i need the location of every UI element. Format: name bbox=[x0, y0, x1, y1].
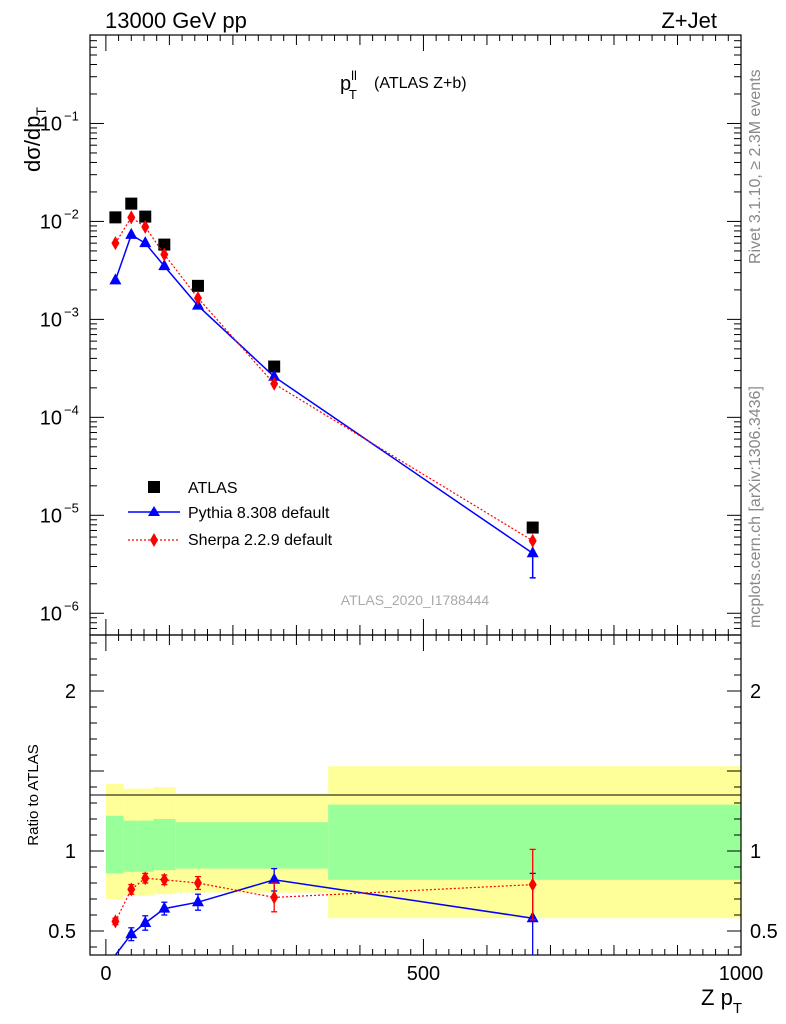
ratio-y-tick-label: 2 bbox=[65, 681, 76, 703]
x-tick-label: 1000 bbox=[719, 963, 764, 985]
ratio-data-point bbox=[193, 876, 202, 890]
main-series-layer bbox=[109, 197, 539, 579]
x-tick-label: 0 bbox=[100, 963, 111, 985]
data-point bbox=[139, 236, 152, 248]
y-tick-exponent: −3 bbox=[64, 304, 79, 319]
data-point bbox=[526, 546, 539, 558]
ratio-y-tick-label: 0.5 bbox=[48, 921, 76, 943]
data-point bbox=[268, 360, 281, 373]
y-tick-base: 10 bbox=[40, 407, 62, 429]
legend-entry-sherpa: Sherpa 2.2.9 default bbox=[128, 532, 333, 549]
data-point bbox=[268, 369, 281, 381]
main-y-label: dσ/dpT bbox=[20, 107, 49, 172]
y-tick-exponent: −6 bbox=[64, 598, 79, 613]
main-y-minor-ticks bbox=[90, 34, 741, 636]
ratio-bands bbox=[105, 766, 741, 919]
plot-title: pll T bbox=[340, 68, 357, 102]
ratio-data-point bbox=[268, 872, 281, 884]
legend-sherpa-marker bbox=[150, 533, 158, 547]
data-point bbox=[141, 219, 150, 234]
x-tick-label: 500 bbox=[407, 963, 440, 985]
legend-entry-pythia: Pythia 8.308 default bbox=[128, 505, 330, 522]
data-point bbox=[158, 238, 171, 251]
legend-atlas-label: ATLAS bbox=[188, 480, 238, 497]
ratio-data-point bbox=[139, 916, 152, 927]
data-point bbox=[270, 376, 279, 391]
y-tick-label: 10 bbox=[40, 113, 62, 135]
mcplots-label: mcplots.cern.ch [arXiv:1306.3436] bbox=[747, 386, 764, 628]
legend-sherpa-label: Sherpa 2.2.9 default bbox=[188, 532, 333, 549]
data-point bbox=[158, 259, 171, 271]
ratio-data-point bbox=[111, 914, 120, 929]
ratio-y-tick-label-right: 1 bbox=[750, 841, 761, 863]
analysis-watermark: ATLAS_2020_I1788444 bbox=[341, 592, 490, 608]
data-point bbox=[109, 273, 122, 285]
legend: ATLAS Pythia 8.308 default Sherpa 2.2.9 … bbox=[128, 480, 333, 549]
data-point bbox=[127, 210, 136, 225]
ratio-data-point bbox=[191, 895, 204, 907]
data-point bbox=[125, 197, 138, 210]
y-tick-exponent: −2 bbox=[64, 206, 79, 221]
data-point bbox=[125, 227, 138, 239]
ratio-y-label: Ratio to ATLAS bbox=[25, 744, 42, 845]
band-inner bbox=[226, 822, 329, 869]
legend-pythia-label: Pythia 8.308 default bbox=[188, 505, 330, 522]
data-point bbox=[109, 211, 122, 224]
data-point bbox=[139, 210, 152, 223]
y-tick-base: 10 bbox=[40, 603, 62, 625]
band-inner bbox=[123, 820, 138, 872]
y-tick-label: 10 bbox=[40, 407, 62, 429]
band-inner bbox=[153, 819, 176, 871]
y-tick-label: 10 bbox=[40, 309, 62, 331]
ratio-panel: 0.5 0.5 1 1 2 2 0 500 1000 Ratio to ATLAS Z pT bbox=[25, 634, 778, 1017]
header-energy: 13000 GeV pp bbox=[105, 8, 247, 33]
main-x-ticks bbox=[105, 35, 742, 635]
data-point bbox=[111, 236, 120, 251]
header-process: Z+Jet bbox=[661, 8, 717, 33]
y-tick-exponent: −1 bbox=[64, 108, 79, 123]
ratio-data-point bbox=[160, 872, 169, 887]
y-tick-base: 10 bbox=[40, 505, 62, 527]
ratio-x-axis: 0 500 1000 bbox=[100, 635, 763, 985]
data-point bbox=[193, 291, 202, 306]
ratio-y-axis: 0.5 0.5 1 1 2 2 bbox=[48, 642, 778, 948]
legend-pythia-marker bbox=[148, 506, 160, 516]
main-y-axis: 10−110−210−310−410−510−6 bbox=[40, 108, 79, 625]
x-axis-label: Z pT bbox=[701, 985, 742, 1017]
ratio-data-point bbox=[141, 871, 150, 886]
ratio-y-tick-label-right: 0.5 bbox=[750, 921, 778, 943]
legend-atlas-marker bbox=[148, 481, 160, 493]
ratio-data-point bbox=[125, 927, 138, 939]
y-tick-label: 10 bbox=[40, 211, 62, 233]
y-tick-base: 10 bbox=[40, 309, 62, 331]
ratio-data-point bbox=[528, 877, 537, 892]
ratio-series-layer bbox=[111, 848, 539, 956]
band-inner bbox=[328, 804, 741, 880]
y-tick-label: 10 bbox=[40, 505, 62, 527]
rivet-label: Rivet 3.1.10, ≥ 2.3M events bbox=[747, 69, 764, 264]
band-inner bbox=[175, 822, 227, 869]
y-tick-exponent: −4 bbox=[64, 402, 79, 417]
ratio-y-tick-label: 1 bbox=[65, 841, 76, 863]
band-inner bbox=[105, 815, 124, 874]
data-point bbox=[526, 521, 539, 534]
data-point bbox=[191, 279, 204, 292]
ratio-data-point bbox=[127, 882, 136, 897]
y-tick-base: 10 bbox=[40, 211, 62, 233]
main-panel: 10−110−210−310−410−510−6 pll T (ATLAS Z+b… bbox=[20, 34, 742, 636]
band-inner bbox=[137, 820, 154, 872]
y-tick-exponent: −5 bbox=[64, 500, 79, 515]
plot-title-suffix: (ATLAS Z+b) bbox=[374, 75, 467, 92]
y-tick-label: 10 bbox=[40, 603, 62, 625]
y-tick-base: 10 bbox=[40, 113, 62, 135]
series-line bbox=[114, 216, 533, 542]
ratio-y-tick-label-right: 2 bbox=[750, 681, 761, 703]
ratio-data-point bbox=[270, 890, 279, 905]
data-point bbox=[528, 533, 537, 548]
legend-entry-atlas: ATLAS bbox=[148, 480, 238, 497]
ratio-data-point bbox=[158, 901, 171, 913]
data-point bbox=[160, 247, 169, 262]
